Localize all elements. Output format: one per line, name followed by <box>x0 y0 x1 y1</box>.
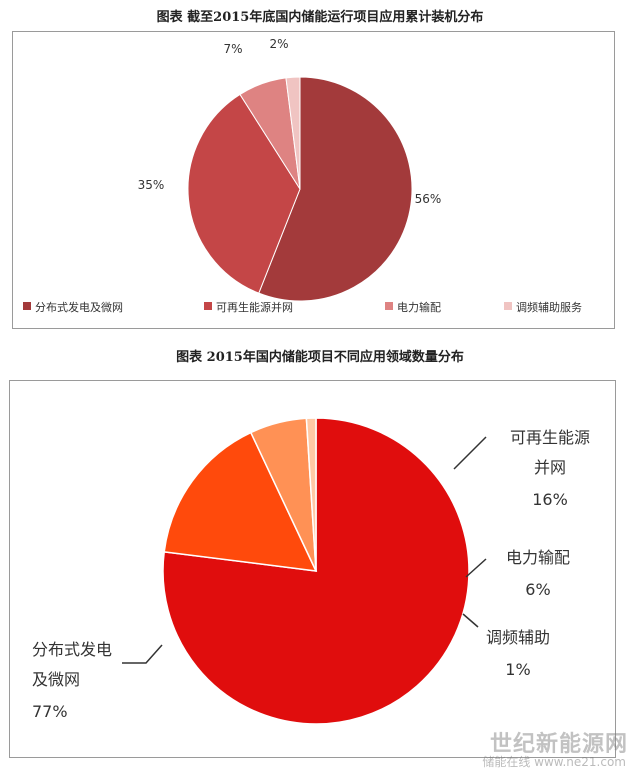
chart2-category-label-2b: 并网 <box>534 458 566 477</box>
chart2-leader-line-1 <box>122 644 163 664</box>
chart2-data-label-3: 6% <box>525 580 550 599</box>
chart1-slice-1 <box>258 76 413 302</box>
chart1-title: 图表 截至2015年底国内储能运行项目应用累计装机分布 <box>156 10 484 25</box>
chart1-legend-label-2: 可再生能源并网 <box>216 300 293 314</box>
chart2-leader-line-2 <box>453 436 487 470</box>
chart2-title: 图表 2015年国内储能项目不同应用领域数量分布 <box>176 350 464 365</box>
chart2-category-label-2a: 可再生能源 <box>510 428 590 447</box>
watermark-sub: 储能在线 www.ne21.com <box>482 755 626 769</box>
chart1-data-label-1: 56% <box>415 192 442 206</box>
chart2-category-label-3: 电力输配 <box>506 548 570 567</box>
chart2-slice-2 <box>163 431 318 572</box>
chart1-legend-label-4: 调频辅助服务 <box>516 300 582 314</box>
chart1-data-label-4: 2% <box>269 37 288 51</box>
chart2-pie: 可再生能源并网 16% 电力输配 6% 调频辅助 1% 分布式发电及微网 77% <box>32 417 590 725</box>
chart2-frame: 可再生能源并网 16% 电力输配 6% 调频辅助 1% 分布式发电及微网 77% <box>9 380 616 758</box>
chart1-legend-item-4: 调频辅助服务 <box>504 300 582 314</box>
chart1-legend-swatch-2 <box>204 302 212 310</box>
chart2-data-label-4: 1% <box>505 660 530 679</box>
chart1-legend-swatch-3 <box>385 302 393 310</box>
chart2-leader-line-3 <box>465 558 487 578</box>
chart1-legend-item-3: 电力输配 <box>385 300 441 314</box>
chart1-legend-item-1: 分布式发电及微网 <box>23 300 123 314</box>
chart1-legend-item-2: 可再生能源并网 <box>204 300 293 314</box>
chart1-legend-swatch-1 <box>23 302 31 310</box>
chart1-data-label-3: 7% <box>223 42 242 56</box>
chart1-legend-swatch-4 <box>504 302 512 310</box>
chart2-category-label-1a: 分布式发电 <box>32 640 112 659</box>
chart1-slice-4 <box>285 76 301 190</box>
chart1-legend-label-1: 分布式发电及微网 <box>35 300 123 314</box>
chart2-category-label-4: 调频辅助 <box>486 628 550 647</box>
chart1-pie: 56% 35% 7% 2% 分布式发电及微网 可再生能源并网 电力输配 调频辅助服务 <box>23 37 582 314</box>
chart1-frame: 56% 35% 7% 2% 分布式发电及微网 可再生能源并网 电力输配 调频辅助服务 <box>12 31 615 329</box>
chart2-data-label-1: 77% <box>32 702 68 721</box>
chart2-data-label-2: 16% <box>532 490 568 509</box>
chart1-data-label-2: 35% <box>138 178 165 192</box>
chart1-slice-2 <box>187 93 301 294</box>
chart2-slice-4 <box>305 417 317 572</box>
chart1-legend-label-3: 电力输配 <box>397 300 441 314</box>
chart2-leader-line-4 <box>462 613 479 628</box>
chart2-slice-1 <box>162 417 470 725</box>
chart2-category-label-1b: 及微网 <box>32 670 80 689</box>
watermark: 世纪新能源网 <box>489 732 628 757</box>
